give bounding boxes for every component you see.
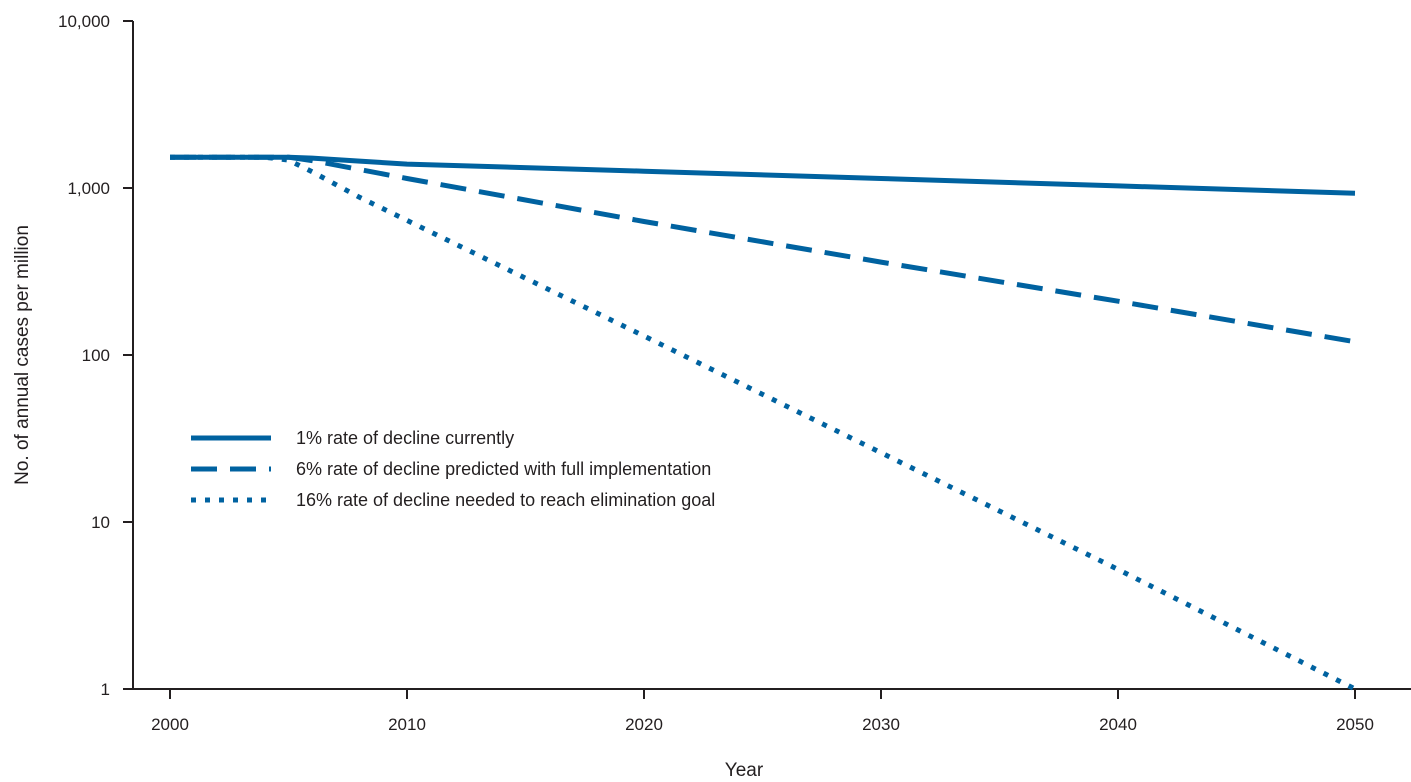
x-tick-label: 2020 (625, 715, 663, 734)
legend-label: 6% rate of decline predicted with full i… (296, 459, 711, 479)
y-tick-label: 10,000 (58, 12, 110, 31)
y-tick-label: 1,000 (67, 179, 110, 198)
axes (132, 21, 1411, 690)
series-line-solid (170, 154, 1356, 196)
y-ticks: 1 10 100 1,000 10,000 (58, 12, 133, 699)
legend-label: 1% rate of decline currently (296, 428, 514, 448)
x-tick-label: 2030 (862, 715, 900, 734)
legend-label: 16% rate of decline needed to reach elim… (296, 490, 715, 510)
x-tick-label: 2040 (1099, 715, 1137, 734)
series-line-dashed (170, 154, 1356, 345)
y-tick-label: 10 (91, 513, 110, 532)
y-tick-label: 100 (82, 346, 110, 365)
series-line-dotted (170, 154, 1357, 692)
y-tick-label: 1 (101, 680, 110, 699)
x-axis-title: Year (725, 760, 764, 781)
x-tick-label: 2000 (151, 715, 189, 734)
x-ticks: 2000 2010 2020 2030 2040 2050 (151, 689, 1374, 734)
x-tick-label: 2050 (1336, 715, 1374, 734)
x-tick-label: 2010 (388, 715, 426, 734)
series-lines (170, 154, 1357, 692)
legend: 1% rate of decline currently 6% rate of d… (191, 428, 715, 510)
y-axis-title: No. of annual cases per million (12, 225, 33, 485)
